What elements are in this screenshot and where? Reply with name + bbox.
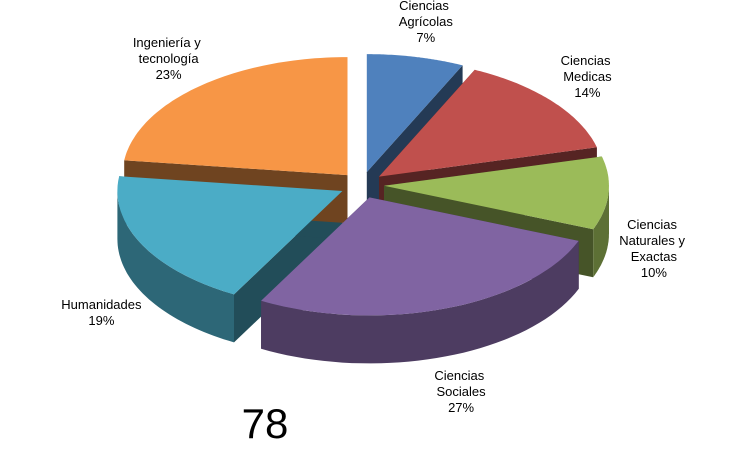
value-label: 23% [156, 67, 182, 82]
category-label: Humanidades [61, 297, 142, 312]
category-label-line: Ingeniería y [133, 35, 205, 50]
category-label-line: tecnología [139, 51, 200, 66]
category-label-line: Humanidades [61, 297, 142, 312]
slice [117, 176, 343, 295]
value-label: 7% [416, 30, 435, 45]
category-label: Ciencias Naturales y Exactas [619, 217, 688, 264]
slice-side [261, 240, 579, 364]
page-number: 78 [242, 400, 289, 447]
category-label: Ciencias Sociales [434, 368, 487, 399]
category-label-line: Naturales y [619, 233, 688, 248]
slice-side [117, 191, 234, 343]
value-label: 14% [574, 85, 600, 100]
slice [384, 156, 609, 230]
category-label-line: Sociales [437, 384, 487, 399]
category-label-line: Medicas [563, 69, 612, 84]
slice [124, 57, 348, 176]
value-label: 27% [448, 400, 474, 415]
value-label: 10% [641, 265, 667, 280]
slice [379, 69, 597, 177]
slice [261, 197, 579, 316]
value-label: 19% [88, 313, 114, 328]
category-label-line: Exactas [631, 249, 678, 264]
category-label-line: Ciencias [561, 53, 614, 68]
category-label-line: Ciencias [627, 217, 680, 232]
category-label: Ingeniería y tecnología [133, 35, 205, 66]
slice [366, 54, 463, 173]
category-label-line: Ciencias [434, 368, 487, 383]
category-label: Ciencias Medicas [561, 53, 614, 84]
category-label: Ciencias Agrícolas [399, 0, 454, 29]
category-label-line: Ciencias [399, 0, 452, 13]
category-label-line: Agrícolas [399, 14, 454, 29]
slice-side [593, 185, 609, 278]
